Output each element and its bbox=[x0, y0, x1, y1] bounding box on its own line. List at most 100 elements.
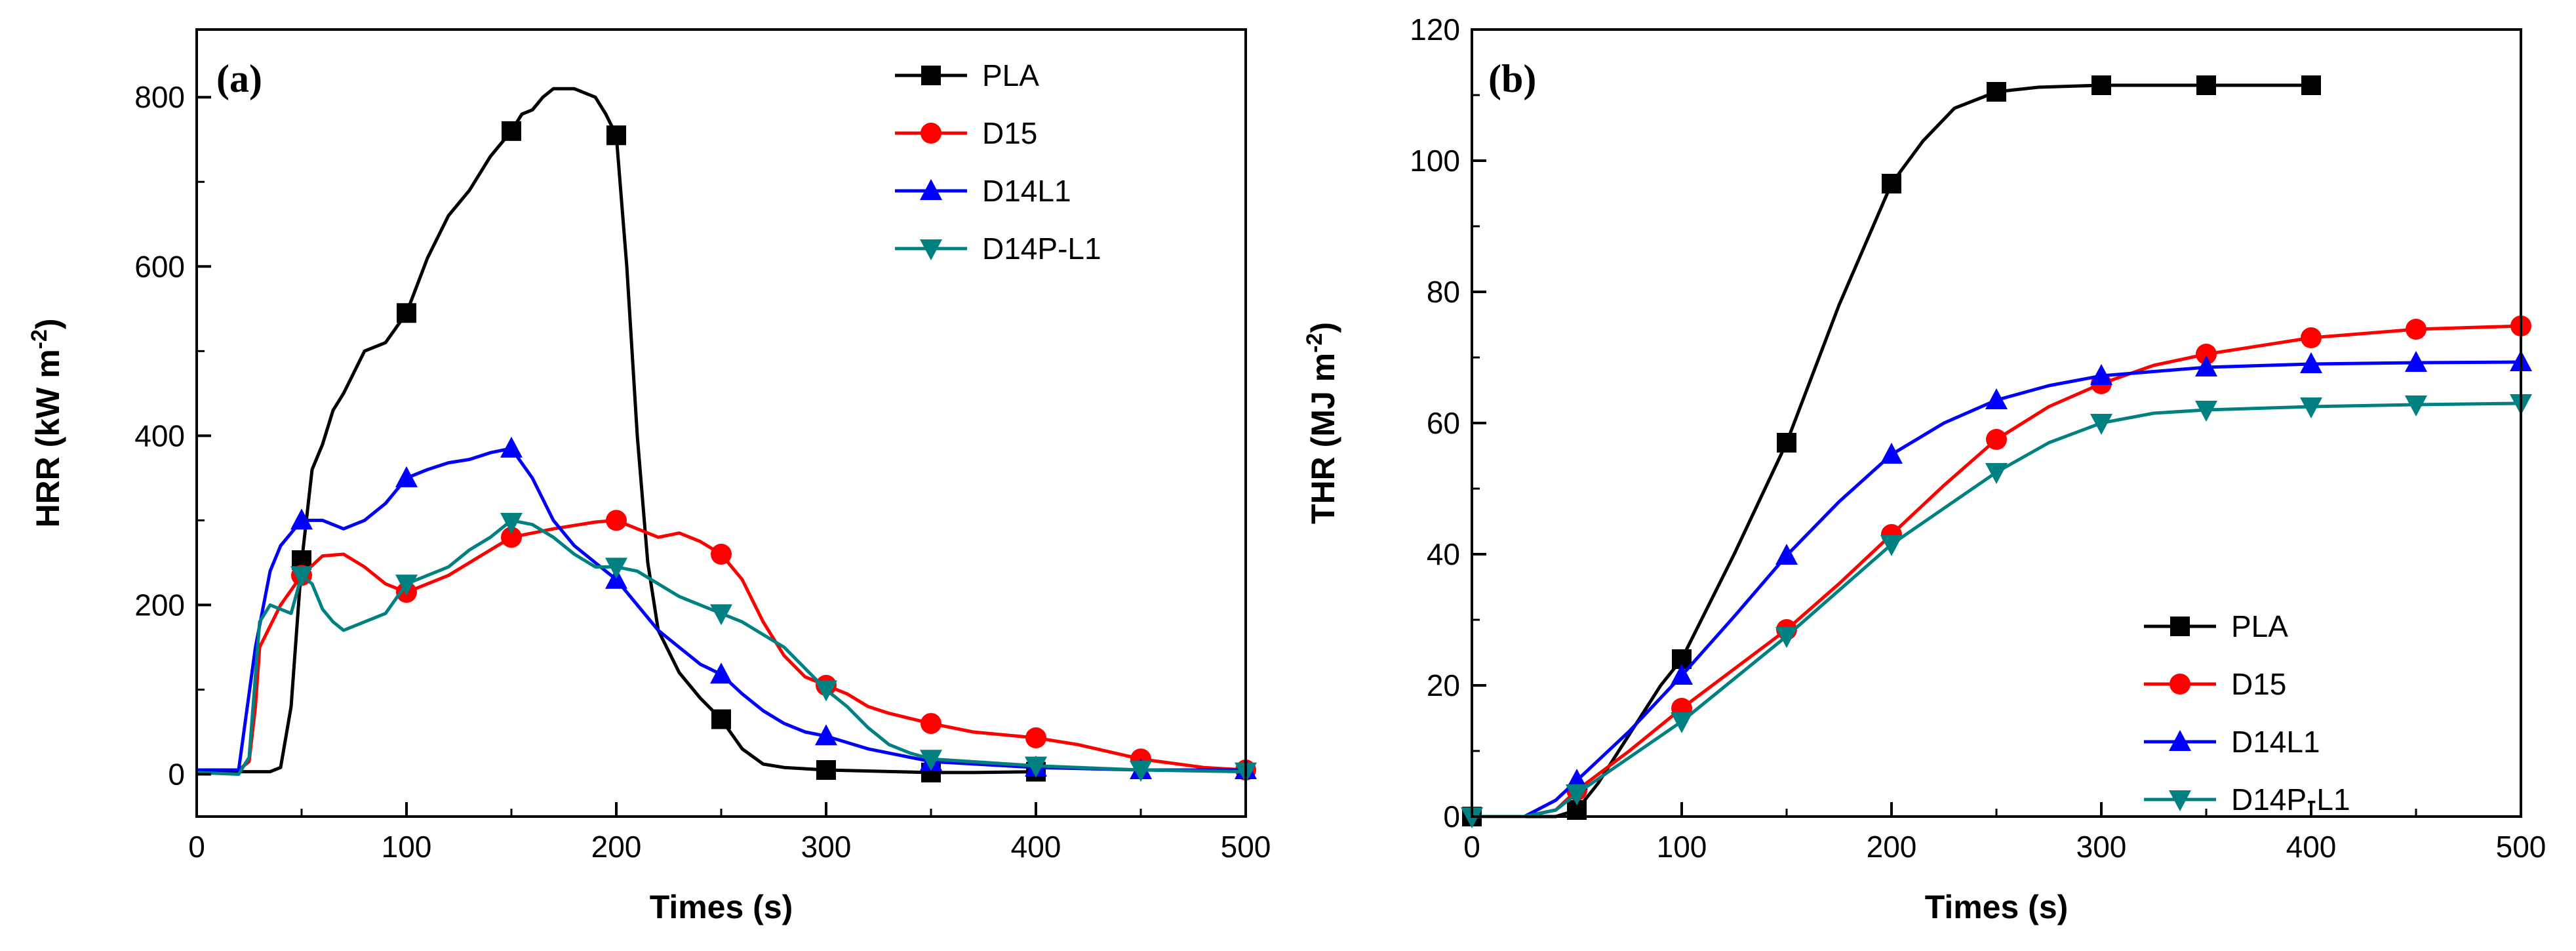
legend-item: D14L1 bbox=[2144, 725, 2320, 759]
y-tick-label: 40 bbox=[1427, 537, 1460, 571]
y-tick-label: 20 bbox=[1427, 668, 1460, 702]
y-tick-label: 60 bbox=[1427, 406, 1460, 440]
thr-data-point bbox=[2301, 327, 2322, 348]
hrr-data-point bbox=[290, 566, 313, 588]
x-tick-label: 400 bbox=[1011, 830, 1061, 864]
thr-data-point bbox=[1880, 535, 1903, 556]
thr-series-pla bbox=[1462, 75, 2321, 826]
hrr-y-axis-title-exponent: -2 bbox=[27, 329, 52, 349]
y-tick-label: 200 bbox=[134, 588, 185, 622]
y-tick-label: 400 bbox=[134, 418, 185, 453]
hrr-data-point bbox=[1130, 761, 1152, 782]
y-tick-label: 800 bbox=[134, 80, 185, 114]
hrr-data-point bbox=[920, 750, 942, 771]
hrr-data-point bbox=[606, 125, 626, 146]
thr-data-point bbox=[2301, 75, 2321, 95]
x-tick-label: 500 bbox=[1221, 830, 1271, 864]
legend-label: D14L1 bbox=[982, 174, 1071, 208]
legend-swatch-marker bbox=[2170, 617, 2190, 636]
thr-data-point bbox=[1987, 82, 2006, 102]
thr-data-point bbox=[2300, 352, 2322, 373]
hrr-data-point bbox=[816, 760, 836, 780]
legend-swatch-marker bbox=[2169, 730, 2191, 751]
legend-label: PLA bbox=[2231, 609, 2288, 643]
y-tick-label: 600 bbox=[134, 249, 185, 283]
thr-data-point bbox=[2090, 364, 2112, 385]
thr-data-point bbox=[1671, 712, 1693, 733]
hrr-legend: PLA D15 D14L1 D14P-L1 bbox=[895, 58, 1101, 266]
hrr-data-point bbox=[606, 510, 627, 531]
thr-data-point bbox=[2195, 401, 2217, 422]
hrr-data-point bbox=[395, 466, 418, 487]
hrr-data-point bbox=[605, 557, 627, 579]
hrr-series-line bbox=[197, 447, 1246, 772]
hrr-data-point bbox=[921, 713, 941, 735]
thr-data-point bbox=[1985, 388, 2008, 409]
legend-swatch-marker bbox=[920, 179, 942, 200]
hrr-data-point bbox=[395, 575, 418, 596]
hrr-data-point bbox=[397, 303, 416, 323]
thr-data-point bbox=[2196, 344, 2217, 365]
hrr-series-line bbox=[196, 87, 1037, 775]
thr-y-axis-title: THR (MJ m-2) bbox=[1302, 322, 1341, 524]
thr-data-point bbox=[1566, 784, 1588, 805]
thr-data-point bbox=[2195, 355, 2217, 376]
thr-panel-label: (b) bbox=[1488, 57, 1536, 100]
hrr-data-point bbox=[711, 709, 731, 729]
legend-swatch-marker bbox=[2169, 790, 2191, 811]
hrr-panel-label: (a) bbox=[216, 57, 262, 100]
hrr-data-point bbox=[815, 680, 837, 702]
hrr-axis-ticks: 0 100 200 300 400 500 0 200 400 600 800 bbox=[134, 80, 1271, 864]
thr-data-point bbox=[2300, 397, 2322, 418]
legend-swatch-marker bbox=[921, 123, 941, 144]
thr-data-point bbox=[1880, 443, 1903, 464]
thr-data-point bbox=[1671, 664, 1693, 685]
x-tick-label: 200 bbox=[1867, 830, 1917, 864]
hrr-data-point bbox=[710, 604, 732, 626]
hrr-series-layer bbox=[196, 87, 1257, 784]
hrr-series-line bbox=[196, 518, 1246, 776]
thr-data-point bbox=[2406, 319, 2427, 340]
legend-item: PLA bbox=[2144, 609, 2288, 643]
legend-label: PLA bbox=[982, 58, 1039, 92]
y-tick-label: 120 bbox=[1410, 12, 1460, 47]
legend-label: D15 bbox=[2231, 667, 2286, 701]
thr-data-point bbox=[1775, 544, 1798, 565]
x-tick-label: 0 bbox=[188, 830, 205, 864]
thr-y-axis-title-exponent: -2 bbox=[1302, 333, 1327, 353]
legend-label: D15 bbox=[982, 116, 1037, 150]
thr-y-axis-title-close: ) bbox=[1305, 322, 1341, 333]
x-tick-label: 300 bbox=[2076, 830, 2127, 864]
legend-swatch-marker bbox=[2170, 674, 2190, 695]
thr-data-point bbox=[1775, 627, 1798, 648]
x-tick-label: 100 bbox=[1657, 830, 1707, 864]
legend-swatch-marker bbox=[921, 66, 941, 85]
hrr-data-point bbox=[710, 662, 732, 684]
thr-legend: PLA D15 D14L1 D14P-L1 bbox=[2144, 609, 2350, 817]
thr-y-axis-title-main: THR (MJ m bbox=[1305, 353, 1341, 524]
legend-label: D14L1 bbox=[2231, 725, 2320, 759]
hrr-data-point bbox=[500, 436, 523, 458]
legend-item: D15 bbox=[2144, 667, 2286, 701]
thr-data-point bbox=[2090, 414, 2112, 435]
legend-item: D14P-L1 bbox=[2144, 782, 2350, 817]
hrr-data-point bbox=[1025, 727, 1046, 748]
thr-axis-ticks: 0 100 200 300 400 500 0 20 40 60 80 100 120 bbox=[1410, 12, 2546, 864]
y-tick-label: 0 bbox=[1443, 799, 1460, 834]
legend-item: D15 bbox=[895, 116, 1037, 150]
hrr-data-point bbox=[502, 121, 521, 141]
y-tick-label: 80 bbox=[1427, 275, 1460, 309]
hrr-y-axis-title-close: ) bbox=[30, 318, 66, 329]
thr-data-point bbox=[2405, 395, 2427, 416]
legend-item: D14L1 bbox=[895, 174, 1071, 208]
x-tick-label: 300 bbox=[801, 830, 852, 864]
y-tick-label: 0 bbox=[168, 757, 185, 791]
hrr-y-axis-title: HRR (kW m-2) bbox=[27, 318, 66, 527]
x-tick-label: 400 bbox=[2286, 830, 2337, 864]
hrr-data-point bbox=[500, 512, 523, 534]
legend-item: D14P-L1 bbox=[895, 232, 1101, 266]
x-tick-label: 500 bbox=[2496, 830, 2546, 864]
hrr-y-axis-title-main: HRR (kW m bbox=[30, 349, 66, 527]
x-tick-label: 0 bbox=[1463, 830, 1480, 864]
